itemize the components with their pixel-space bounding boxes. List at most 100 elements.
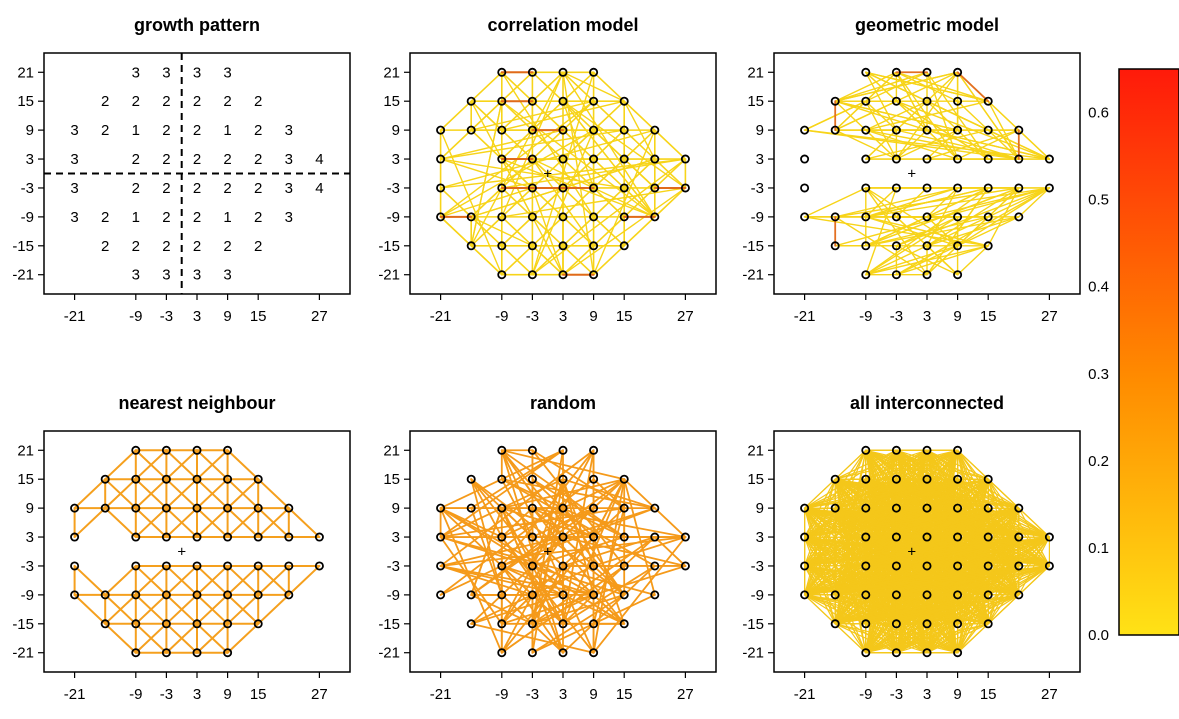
node-point bbox=[253, 619, 263, 629]
edge bbox=[500, 71, 534, 102]
y-tick-label: 3 bbox=[392, 529, 400, 546]
node-point bbox=[527, 67, 537, 77]
node-point bbox=[983, 212, 993, 222]
edge bbox=[803, 536, 867, 567]
node-point bbox=[650, 183, 660, 193]
node-point bbox=[527, 532, 537, 542]
grid-cell-value: 2 bbox=[223, 93, 231, 110]
edge bbox=[1018, 507, 1051, 538]
edge bbox=[104, 564, 137, 596]
node-point bbox=[891, 241, 901, 251]
edge bbox=[623, 100, 656, 131]
node-point bbox=[891, 212, 901, 222]
grid-cell-value: 2 bbox=[254, 209, 262, 226]
edge bbox=[470, 71, 503, 102]
edge bbox=[562, 565, 656, 625]
node-point bbox=[466, 590, 476, 600]
edge bbox=[803, 507, 836, 538]
edge bbox=[439, 129, 625, 160]
node-point bbox=[830, 241, 840, 251]
edge bbox=[865, 187, 989, 218]
node-point bbox=[497, 532, 507, 542]
node-point bbox=[891, 67, 901, 77]
edge bbox=[562, 536, 656, 567]
edge bbox=[834, 449, 898, 480]
node-point bbox=[983, 503, 993, 513]
panel-title: geometric model bbox=[855, 15, 999, 35]
edge bbox=[104, 622, 137, 654]
x-tick-label: 3 bbox=[923, 308, 931, 325]
edge bbox=[987, 100, 1020, 160]
node-point bbox=[161, 503, 171, 513]
node-point bbox=[527, 212, 537, 222]
y-tick-label: -15 bbox=[742, 616, 764, 633]
edge bbox=[865, 187, 898, 218]
node-point bbox=[497, 154, 507, 164]
node-point bbox=[223, 445, 233, 455]
edge bbox=[196, 564, 229, 596]
edge bbox=[865, 623, 928, 654]
edge bbox=[803, 507, 1020, 538]
grid-cell-value: 2 bbox=[254, 180, 262, 197]
edge bbox=[165, 593, 198, 625]
edge bbox=[439, 187, 473, 218]
edge bbox=[895, 129, 1020, 160]
y-tick-label: -9 bbox=[21, 209, 34, 226]
node-point bbox=[861, 67, 871, 77]
edge bbox=[165, 564, 198, 596]
y-tick-label: -15 bbox=[378, 616, 400, 633]
node-point bbox=[983, 183, 993, 193]
edge bbox=[865, 536, 1020, 567]
node-point bbox=[953, 67, 963, 77]
edge bbox=[865, 536, 1051, 567]
edge bbox=[834, 100, 898, 131]
y-tick-label: 9 bbox=[26, 500, 34, 517]
node-point bbox=[466, 125, 476, 135]
node-point bbox=[861, 445, 871, 455]
node-point bbox=[223, 590, 233, 600]
node-point bbox=[1014, 590, 1024, 600]
grid-cell-value: 2 bbox=[132, 151, 140, 168]
node-point bbox=[284, 532, 294, 542]
edge bbox=[196, 478, 229, 510]
x-tick-label: 27 bbox=[311, 308, 328, 325]
node-point bbox=[800, 125, 810, 135]
panel-title: nearest neighbour bbox=[118, 393, 275, 413]
node-point bbox=[527, 96, 537, 106]
node-point bbox=[253, 503, 263, 513]
edge bbox=[803, 478, 898, 509]
edge bbox=[653, 187, 687, 218]
x-tick-label: -21 bbox=[430, 686, 452, 703]
node-point bbox=[650, 125, 660, 135]
y-tick-label: 15 bbox=[747, 93, 764, 110]
edge bbox=[592, 71, 626, 102]
grid-cell-value: 1 bbox=[223, 122, 231, 139]
node-point bbox=[953, 503, 963, 513]
edge bbox=[562, 100, 595, 189]
node-point bbox=[922, 532, 932, 542]
node-point bbox=[1014, 125, 1024, 135]
network-edges bbox=[439, 71, 687, 276]
node-point bbox=[953, 154, 963, 164]
grid-cell-value: 2 bbox=[101, 122, 109, 139]
edge bbox=[470, 449, 564, 510]
node-point bbox=[466, 474, 476, 484]
edge bbox=[865, 216, 959, 276]
node-point bbox=[953, 125, 963, 135]
node-point bbox=[558, 561, 568, 571]
edge bbox=[895, 71, 928, 131]
x-tick-label: 27 bbox=[677, 686, 694, 703]
edge bbox=[865, 187, 898, 276]
edge bbox=[895, 594, 1020, 625]
edge bbox=[956, 71, 990, 103]
node-point bbox=[953, 532, 963, 542]
edge bbox=[803, 565, 1051, 596]
node-point bbox=[830, 619, 840, 629]
edge bbox=[470, 216, 503, 247]
edge bbox=[196, 593, 229, 625]
edge bbox=[501, 100, 625, 131]
edge bbox=[501, 71, 595, 218]
node-point bbox=[619, 590, 629, 600]
node-point bbox=[891, 532, 901, 542]
x-tick-label: 15 bbox=[616, 686, 633, 703]
